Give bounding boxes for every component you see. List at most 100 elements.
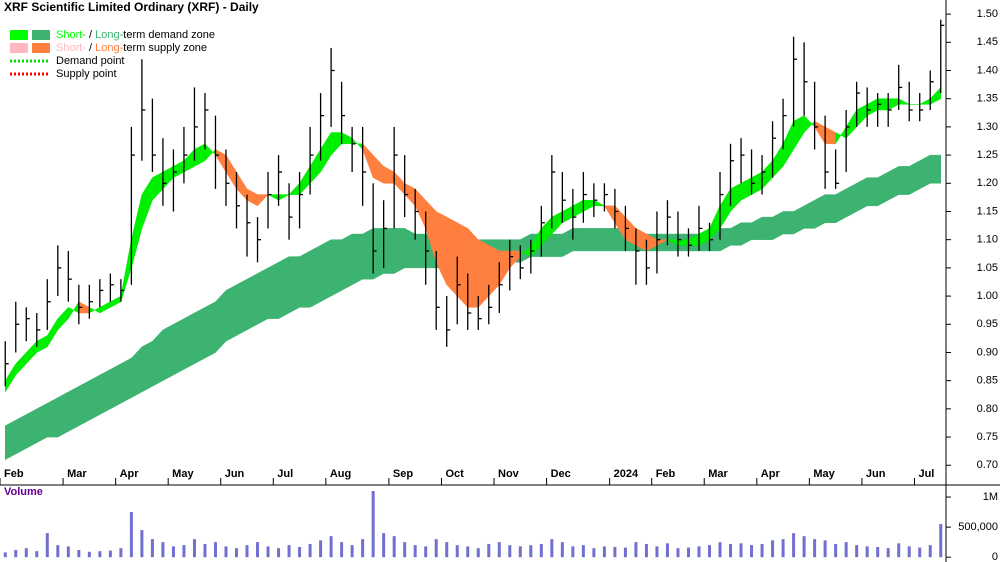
x-tick-label: May xyxy=(813,468,835,480)
long-term-zone xyxy=(782,211,794,235)
short-term-demand-zone xyxy=(173,160,185,179)
long-term-zone xyxy=(824,194,836,224)
y-tick-label: 500,000 xyxy=(958,521,998,533)
long-term-zone xyxy=(772,211,784,241)
chart-title: XRF Scientific Limited Ordinary (XRF) - … xyxy=(4,0,259,14)
volume-bar xyxy=(361,539,365,558)
short-term-demand-zone xyxy=(110,295,122,308)
volume-bar xyxy=(213,542,217,558)
volume-bar xyxy=(476,548,480,558)
short-term-demand-zone xyxy=(68,300,80,320)
long-term-zone xyxy=(36,402,48,444)
y-tick-label: 0.75 xyxy=(977,431,998,443)
volume-bar xyxy=(865,546,869,558)
short-term-demand-zone xyxy=(15,351,27,376)
long-term-zone xyxy=(257,267,269,325)
y-tick-label: 1.00 xyxy=(977,290,998,302)
y-tick-label: 1.50 xyxy=(977,8,998,20)
long-term-zone xyxy=(204,301,216,359)
long-term-zone xyxy=(120,357,132,404)
legend-label: Short- / Long-term supply zone xyxy=(56,42,207,54)
volume-bar xyxy=(287,545,291,558)
x-tick-label: Nov xyxy=(498,468,520,480)
legend-swatch xyxy=(10,43,28,53)
short-term-supply-zone xyxy=(603,205,616,224)
long-term-zone xyxy=(299,250,311,308)
y-tick-label: 0 xyxy=(992,551,998,562)
long-term-zone xyxy=(162,323,174,382)
y-tick-label: 1.20 xyxy=(977,177,998,189)
long-term-zone xyxy=(393,228,405,274)
short-term-supply-zone xyxy=(814,120,826,145)
volume-bar xyxy=(329,536,333,558)
long-term-zone xyxy=(173,318,185,376)
long-term-zone xyxy=(330,239,342,297)
x-tick-label: Jul xyxy=(918,468,934,480)
x-tick-label: Dec xyxy=(551,468,571,480)
volume-bar xyxy=(855,545,859,558)
short-term-demand-zone xyxy=(5,362,17,393)
short-term-supply-zone xyxy=(446,216,458,297)
volume-bar xyxy=(424,546,428,558)
y-tick-label: 0.95 xyxy=(977,318,998,330)
short-term-demand-zone xyxy=(278,194,290,201)
volume-bar xyxy=(760,543,764,558)
legend-label: Demand point xyxy=(56,55,125,67)
long-term-zone xyxy=(341,233,353,291)
short-term-supply-zone xyxy=(383,165,395,184)
short-term-demand-zone xyxy=(89,306,101,314)
volume-bar xyxy=(392,536,396,558)
long-term-zone xyxy=(26,408,38,449)
long-term-zone xyxy=(131,346,143,399)
long-term-zone xyxy=(551,233,563,257)
short-term-demand-zone xyxy=(330,132,342,156)
volume-bar xyxy=(203,543,207,558)
short-term-demand-zone xyxy=(929,86,941,105)
y-tick-label: 1.25 xyxy=(977,149,998,161)
short-term-demand-zone xyxy=(887,98,899,111)
long-term-zone xyxy=(803,199,815,229)
short-term-demand-zone xyxy=(761,160,773,190)
long-term-zone xyxy=(99,368,111,415)
long-term-zone xyxy=(740,222,752,246)
volume-bar xyxy=(655,546,659,558)
long-term-zone xyxy=(898,166,910,195)
long-term-zone xyxy=(15,414,27,455)
volume-bar xyxy=(834,543,838,558)
short-term-demand-zone xyxy=(341,132,353,145)
short-term-supply-zone xyxy=(467,227,479,308)
volume-bar xyxy=(45,533,49,558)
volume-bar xyxy=(192,539,196,558)
volume-bar xyxy=(256,542,260,558)
short-term-demand-zone xyxy=(856,103,868,128)
volume-bar xyxy=(277,548,281,558)
volume-bar xyxy=(928,545,932,558)
legend-label-part: term supply zone xyxy=(123,42,207,54)
volume-bar xyxy=(119,548,123,558)
volume-bar xyxy=(487,543,491,558)
volume-bar xyxy=(3,552,7,558)
volume-bar xyxy=(35,551,39,558)
short-term-supply-zone xyxy=(478,239,490,308)
volume-bar xyxy=(750,545,754,558)
volume-bar xyxy=(171,546,175,558)
short-term-demand-zone xyxy=(551,211,563,235)
short-term-demand-zone xyxy=(793,115,805,151)
long-term-zone xyxy=(919,154,931,190)
volume-bar xyxy=(434,539,438,558)
long-term-zone xyxy=(225,284,237,342)
short-term-demand-zone xyxy=(131,194,143,268)
volume-bar xyxy=(340,542,344,558)
volume-bar xyxy=(150,539,154,558)
volume-bar xyxy=(308,543,312,558)
volume-bar xyxy=(529,545,533,558)
volume-bar xyxy=(455,545,459,558)
x-tick-label: Jun xyxy=(866,468,886,480)
volume-bar xyxy=(686,547,690,558)
volume-bar xyxy=(140,530,144,558)
volume-bar xyxy=(497,542,501,558)
legend-label-part: Long- xyxy=(95,29,123,41)
volume-bar xyxy=(886,548,890,558)
legend-swatch xyxy=(32,30,50,40)
